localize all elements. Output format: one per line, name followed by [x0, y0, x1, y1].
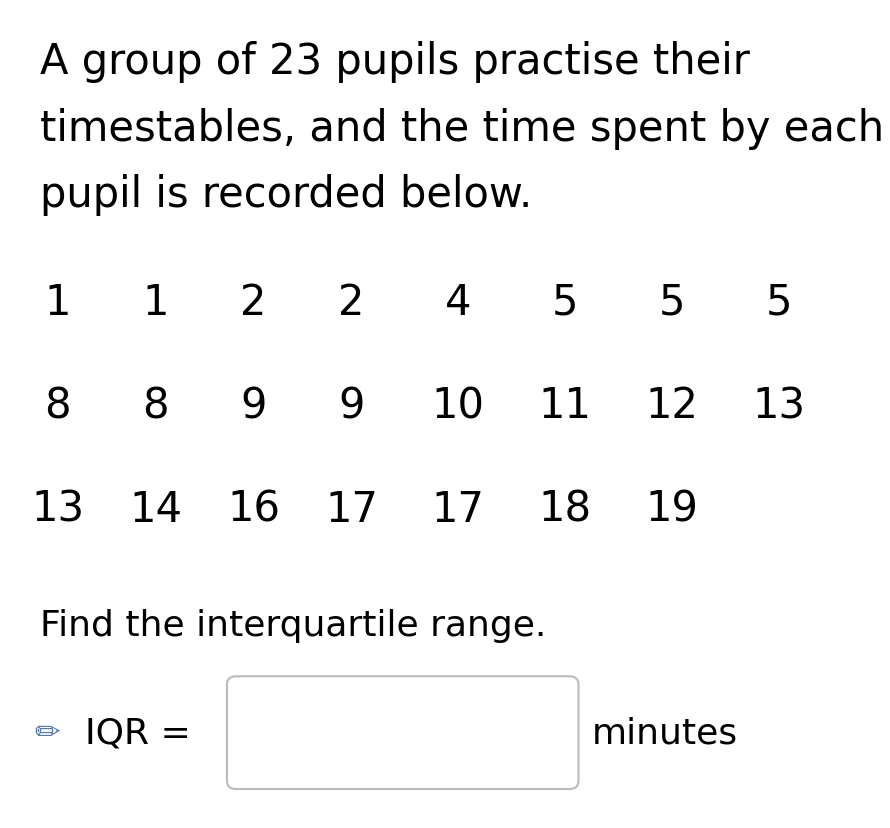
Text: 11: 11 — [538, 385, 592, 426]
Text: 18: 18 — [538, 489, 592, 530]
Text: 14: 14 — [129, 489, 182, 530]
Text: timestables, and the time spent by each: timestables, and the time spent by each — [40, 108, 884, 150]
Text: ✏: ✏ — [34, 719, 60, 747]
Text: 8: 8 — [44, 385, 71, 426]
Text: 17: 17 — [432, 489, 485, 530]
Text: IQR =: IQR = — [85, 715, 190, 750]
Text: 12: 12 — [645, 385, 699, 426]
Text: 2: 2 — [240, 282, 267, 323]
Text: 5: 5 — [552, 282, 578, 323]
Text: A group of 23 pupils practise their: A group of 23 pupils practise their — [40, 41, 750, 84]
Text: 17: 17 — [325, 489, 378, 530]
Text: 1: 1 — [142, 282, 169, 323]
Text: 4: 4 — [445, 282, 472, 323]
Text: pupil is recorded below.: pupil is recorded below. — [40, 174, 532, 216]
Text: minutes: minutes — [592, 715, 738, 750]
Text: 19: 19 — [645, 489, 699, 530]
Text: 8: 8 — [142, 385, 169, 426]
Text: 16: 16 — [227, 489, 280, 530]
Text: 5: 5 — [659, 282, 685, 323]
FancyBboxPatch shape — [227, 676, 578, 789]
Text: 5: 5 — [765, 282, 792, 323]
Text: Find the interquartile range.: Find the interquartile range. — [40, 608, 546, 643]
Text: 9: 9 — [338, 385, 365, 426]
Text: 1: 1 — [44, 282, 71, 323]
Text: 13: 13 — [752, 385, 805, 426]
Text: 2: 2 — [338, 282, 365, 323]
Text: 13: 13 — [31, 489, 85, 530]
Text: 10: 10 — [432, 385, 485, 426]
Text: 9: 9 — [240, 385, 267, 426]
